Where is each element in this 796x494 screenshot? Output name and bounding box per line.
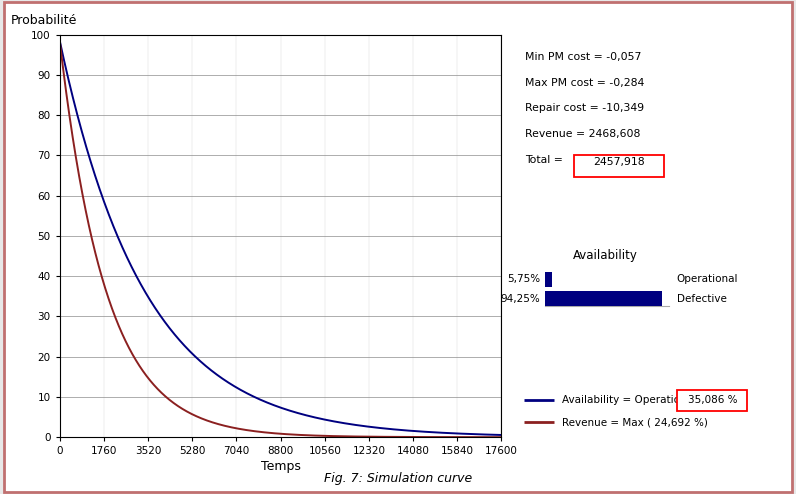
Text: Repair cost = -10,349: Repair cost = -10,349 bbox=[525, 103, 645, 113]
Text: Availability: Availability bbox=[572, 249, 638, 262]
Text: Min PM cost = -0,057: Min PM cost = -0,057 bbox=[525, 52, 642, 62]
Text: 5,75%: 5,75% bbox=[507, 274, 540, 284]
Text: Probabilité: Probabilité bbox=[11, 13, 77, 27]
FancyBboxPatch shape bbox=[677, 390, 747, 411]
Text: 2457,918: 2457,918 bbox=[593, 157, 645, 166]
Text: 94,25%: 94,25% bbox=[501, 294, 540, 304]
Text: Revenue = 2468,608: Revenue = 2468,608 bbox=[525, 129, 641, 139]
Bar bbox=[545, 291, 661, 306]
Text: Operational: Operational bbox=[677, 274, 738, 284]
Text: Defective: Defective bbox=[677, 294, 727, 304]
Text: 35,086 %: 35,086 % bbox=[688, 395, 737, 405]
Text: Max PM cost = -0,284: Max PM cost = -0,284 bbox=[525, 78, 645, 87]
Text: Revenue = Max ( 24,692 %): Revenue = Max ( 24,692 %) bbox=[562, 417, 708, 427]
Text: Availability = Operational (: Availability = Operational ( bbox=[562, 395, 703, 405]
FancyBboxPatch shape bbox=[574, 155, 664, 177]
Bar bbox=[545, 272, 552, 287]
Text: Fig. 7: Simulation curve: Fig. 7: Simulation curve bbox=[324, 472, 472, 485]
Text: Total =: Total = bbox=[525, 155, 567, 165]
X-axis label: Temps: Temps bbox=[260, 460, 301, 473]
